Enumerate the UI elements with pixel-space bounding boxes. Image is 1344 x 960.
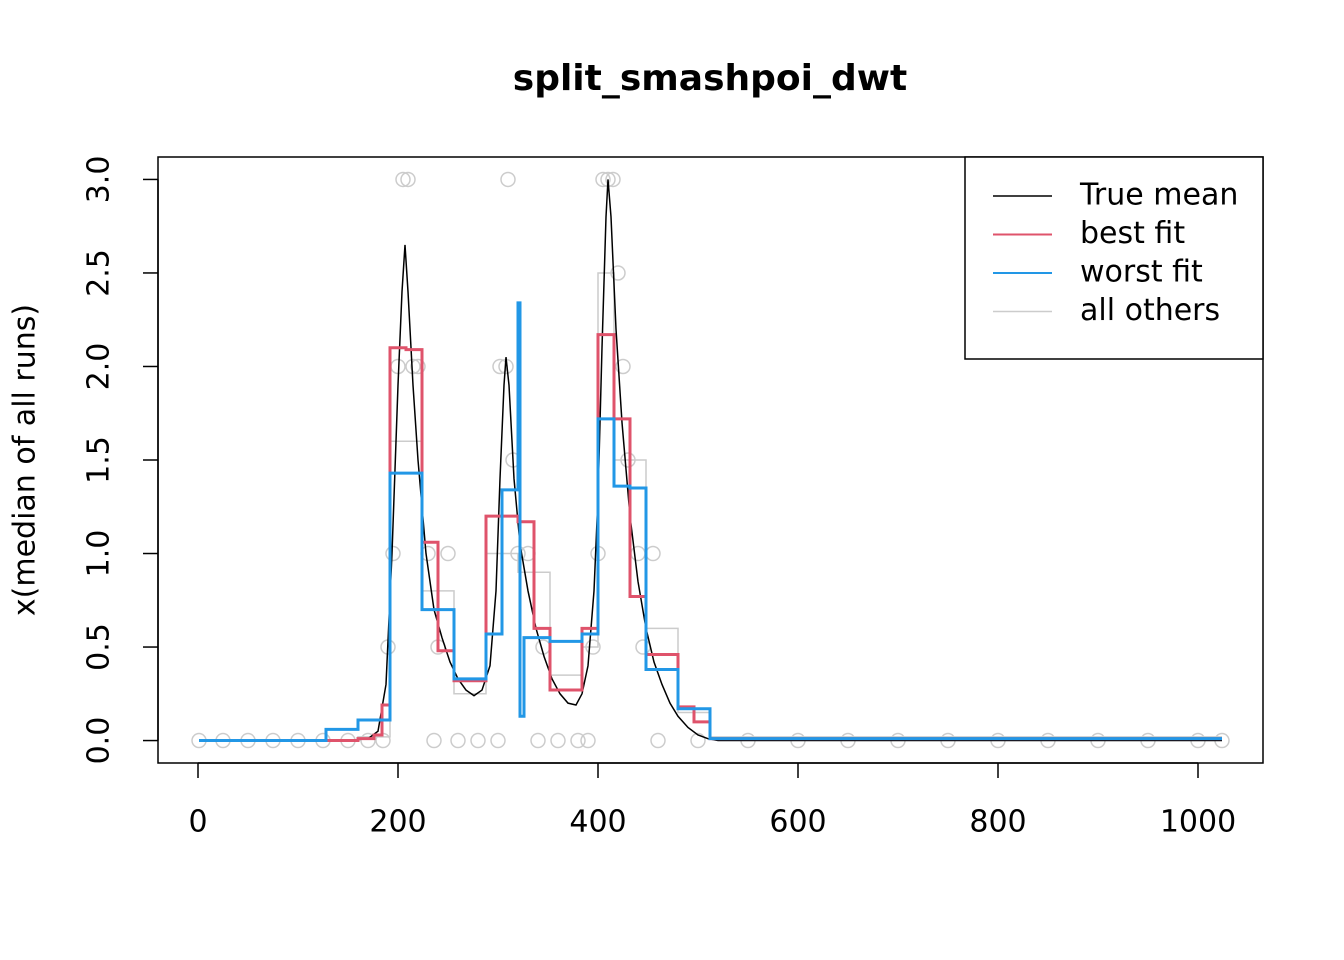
data-point (570, 732, 586, 749)
data-point (410, 358, 426, 375)
y-tick-label: 3.0 (82, 156, 117, 204)
data-point (550, 732, 566, 749)
legend-label: best fit (1080, 216, 1185, 251)
y-tick-label: 1.0 (82, 530, 117, 578)
legend-box (964, 156, 1264, 360)
y-tick-label: 1.5 (82, 436, 117, 484)
data-point (595, 171, 611, 188)
series-line (199, 301, 1222, 743)
y-tick-label: 2.0 (82, 343, 117, 391)
series-line (199, 272, 1222, 742)
data-point (400, 171, 416, 188)
series-line (199, 179, 1222, 742)
x-tick-label: 600 (769, 805, 826, 840)
y-tick-label: 0.0 (82, 717, 117, 765)
x-tick-label: 800 (969, 805, 1026, 840)
y-tick-label: 0.5 (82, 623, 117, 671)
data-point (426, 732, 442, 749)
chart-title: split_smashpoi_dwt (513, 58, 907, 99)
x-tick-label: 200 (369, 805, 426, 840)
legend-label: all others (1080, 293, 1220, 328)
data-point (580, 732, 596, 749)
x-tick-label: 400 (569, 805, 626, 840)
x-tick-label: 1000 (1160, 805, 1236, 840)
data-point (530, 732, 546, 749)
data-point (605, 171, 621, 188)
data-point (690, 732, 706, 749)
data-point (470, 732, 486, 749)
data-point (490, 732, 506, 749)
y-tick-label: 2.5 (82, 249, 117, 297)
y-axis-label: x(median of all runs) (8, 304, 43, 616)
data-point (395, 171, 411, 188)
data-point (360, 732, 376, 749)
legend-label: worst fit (1080, 255, 1203, 290)
legend-label: True mean (1079, 178, 1238, 213)
data-point (450, 732, 466, 749)
data-point (385, 545, 401, 562)
data-point (650, 732, 666, 749)
data-point (500, 171, 516, 188)
data-point (440, 545, 456, 562)
x-tick-label: 0 (188, 805, 207, 840)
data-point (615, 358, 631, 375)
